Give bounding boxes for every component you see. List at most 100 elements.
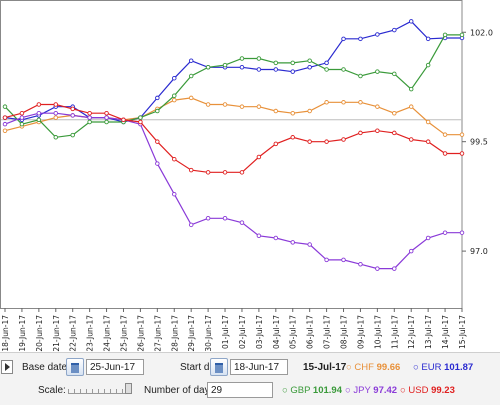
legend-eur[interactable]: ○ EUR 101.87 (413, 362, 473, 373)
point-usd-11 (188, 167, 194, 173)
point-chf-11 (188, 95, 194, 101)
point-usd-14 (239, 170, 245, 175)
point-chf-15 (256, 104, 262, 109)
point-usd-6 (104, 110, 109, 116)
point-gbp-13 (222, 62, 228, 68)
days-label: Number of days: (144, 385, 218, 396)
x-tick-label-11: 29-Jun-17 (187, 315, 196, 352)
x-tick-label-16: 04-Jul-17 (272, 315, 281, 349)
point-usd-22 (375, 128, 380, 133)
point-gbp-12 (205, 65, 211, 70)
point-gbp-2 (36, 117, 42, 123)
series-line-usd (4, 103, 462, 173)
scale-label: Scale: (38, 385, 66, 396)
point-eur-23 (392, 27, 397, 33)
x-tick-label-9: 27-Jun-17 (153, 315, 162, 352)
point-jpy-6 (104, 115, 109, 120)
point-gbp-17 (290, 60, 295, 66)
play-button[interactable] (1, 360, 13, 374)
x-tick-label-5: 23-Jun-17 (86, 315, 95, 352)
point-jpy-15 (256, 233, 262, 239)
legend-usd-name: USD (408, 385, 429, 396)
point-jpy-5 (87, 115, 92, 120)
controls-row-1: Base date: 25-Jun-17 Start date: 18-Jun-… (0, 358, 500, 380)
point-jpy-9 (155, 161, 160, 166)
legend-jpy[interactable]: ○ JPY 97.42 (345, 385, 397, 396)
point-gbp-15 (256, 56, 262, 61)
point-usd-13 (222, 170, 228, 175)
point-chf-10 (172, 97, 177, 103)
x-tick-label-12: 30-Jun-17 (204, 315, 213, 352)
chart-area: 97.0 99.5 102.0 18-Jun-17 19-Jun-17 20-Jun-17… (0, 0, 493, 352)
point-usd-19 (324, 139, 329, 144)
point-usd-3 (53, 102, 59, 107)
legend-gbp[interactable]: ○ GBP 101.94 (282, 385, 342, 396)
legend-chf-marker: ○ (346, 362, 355, 373)
point-chf-23 (392, 110, 397, 116)
y-tick-label-0: 97.0 (470, 247, 488, 256)
legend-usd-marker: ○ (400, 385, 409, 396)
days-field[interactable]: 29 (207, 382, 273, 398)
point-eur-15 (256, 67, 262, 72)
point-gbp-18 (307, 58, 312, 63)
point-usd-0 (2, 115, 8, 120)
base-date-calendar-icon[interactable] (66, 358, 84, 376)
point-jpy-22 (375, 266, 380, 271)
point-gbp-24 (408, 86, 414, 92)
legend-chf-name: CHF (354, 362, 374, 373)
y-tick-label-2: 102.0 (470, 28, 493, 37)
point-jpy-27 (459, 230, 465, 235)
start-date-field[interactable]: 18-Jun-17 (230, 359, 288, 375)
point-eur-14 (239, 65, 245, 70)
point-chf-0 (2, 128, 8, 133)
legend-gbp-name: GBP (290, 385, 311, 396)
point-chf-3 (53, 115, 59, 120)
x-tick-label-3: 21-Jun-17 (52, 315, 61, 352)
point-jpy-24 (408, 248, 414, 254)
point-chf-19 (324, 100, 329, 105)
point-usd-26 (442, 151, 448, 156)
x-tick-label-8: 26-Jun-17 (136, 315, 145, 352)
x-tick-label-0: 18-Jun-17 (1, 315, 10, 352)
point-gbp-27 (459, 32, 465, 38)
point-chf-14 (239, 104, 245, 109)
point-gbp-25 (425, 62, 431, 68)
legend-chf-value: 99.66 (376, 362, 401, 373)
point-chf-21 (358, 100, 363, 105)
start-date-calendar-icon[interactable] (210, 358, 228, 376)
point-usd-7 (121, 117, 126, 123)
point-gbp-0 (2, 104, 8, 109)
point-chf-24 (408, 104, 414, 109)
point-gbp-4 (70, 132, 75, 138)
series-line-eur (4, 20, 462, 123)
point-eur-10 (172, 75, 177, 81)
point-eur-20 (341, 36, 346, 42)
point-eur-22 (375, 32, 380, 37)
point-eur-11 (188, 58, 194, 63)
point-usd-8 (138, 119, 143, 125)
x-tick-label-2: 20-Jun-17 (35, 315, 44, 352)
point-eur-18 (307, 65, 312, 70)
scale-slider[interactable] (68, 383, 132, 394)
point-gbp-3 (53, 135, 59, 140)
start-date-label: Start date: (180, 362, 227, 373)
x-tick-label-17: 05-Jul-17 (289, 315, 298, 349)
point-jpy-18 (307, 242, 312, 247)
legend-gbp-value: 101.94 (312, 385, 342, 396)
point-chf-20 (341, 100, 346, 105)
legend-chf[interactable]: ○ CHF 99.66 (346, 362, 400, 373)
legend-usd[interactable]: ○ USD 99.23 (400, 385, 455, 396)
point-usd-23 (392, 130, 397, 136)
x-tick-label-13: 01-Jul-17 (221, 315, 230, 349)
point-usd-17 (290, 135, 295, 140)
point-gbp-10 (172, 93, 177, 98)
base-date-field[interactable]: 25-Jun-17 (86, 359, 144, 375)
point-gbp-5 (87, 119, 92, 125)
point-usd-18 (307, 139, 312, 144)
point-chf-13 (222, 102, 228, 107)
point-eur-21 (358, 36, 363, 42)
x-tick-label-25: 13-Jul-17 (424, 315, 433, 349)
point-usd-9 (155, 139, 160, 144)
scale-slider-thumb[interactable] (125, 383, 132, 394)
point-chf-25 (425, 119, 431, 125)
